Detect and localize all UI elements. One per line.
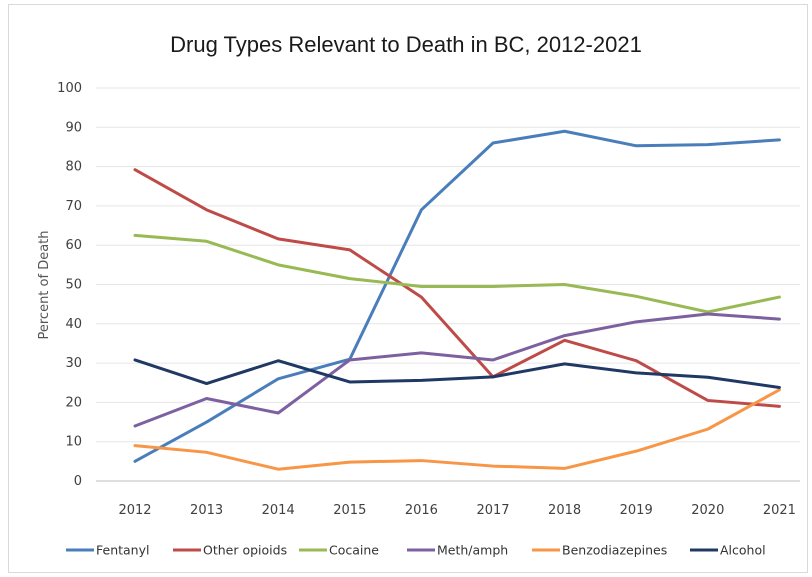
chart-title: Drug Types Relevant to Death in BC, 2012… (170, 32, 642, 57)
y-tick-label: 60 (65, 238, 82, 253)
x-tick-label: 2019 (620, 503, 653, 518)
y-tick-label: 90 (65, 120, 82, 135)
y-tick-label: 100 (57, 81, 82, 96)
series-line-meth-amph (133, 312, 781, 428)
y-tick-label: 0 (74, 474, 82, 489)
y-tick-label: 40 (65, 317, 82, 332)
series-line-cocaine (133, 233, 781, 314)
y-tick-label: 10 (65, 435, 82, 450)
series-lines (133, 129, 781, 471)
y-tick-label: 80 (65, 160, 82, 175)
x-tick-labels: 2012 2013 2014 2015 2016 2017 2018 2019 2020 2021 (118, 503, 795, 518)
legend-label: Benzodiazepines (562, 543, 667, 558)
y-tick-labels: 0 10 20 30 40 50 60 70 80 90 100 (57, 81, 82, 489)
legend-label: Other opioids (203, 543, 287, 558)
legend-label: Cocaine (329, 543, 379, 558)
y-tick-label: 30 (65, 356, 82, 371)
series-line-benzodiazepines (133, 388, 781, 471)
series-line-fentanyl (133, 129, 781, 463)
y-axis-title: Percent of Death (37, 230, 52, 339)
x-tick-label: 2021 (763, 503, 796, 518)
x-tick-label: 2016 (405, 503, 438, 518)
x-tick-label: 2018 (548, 503, 581, 518)
x-tick-label: 2020 (691, 503, 724, 518)
x-tick-label: 2015 (333, 503, 366, 518)
x-tick-label: 2013 (190, 503, 223, 518)
series-line-alcohol (133, 358, 781, 389)
legend: Fentanyl Other opioids Cocaine Meth/amph Ben… (66, 543, 766, 558)
x-tick-label: 2012 (118, 503, 151, 518)
legend-label: Meth/amph (437, 543, 508, 558)
y-tick-label: 50 (65, 278, 82, 293)
legend-label: Fentanyl (96, 543, 149, 558)
y-tick-label: 20 (65, 395, 82, 410)
series-line-other-opioids (133, 168, 781, 408)
gridlines (96, 87, 800, 482)
x-tick-label: 2014 (262, 503, 295, 518)
x-tick-label: 2017 (476, 503, 509, 518)
legend-label: Alcohol (720, 543, 766, 558)
y-tick-label: 70 (65, 199, 82, 214)
